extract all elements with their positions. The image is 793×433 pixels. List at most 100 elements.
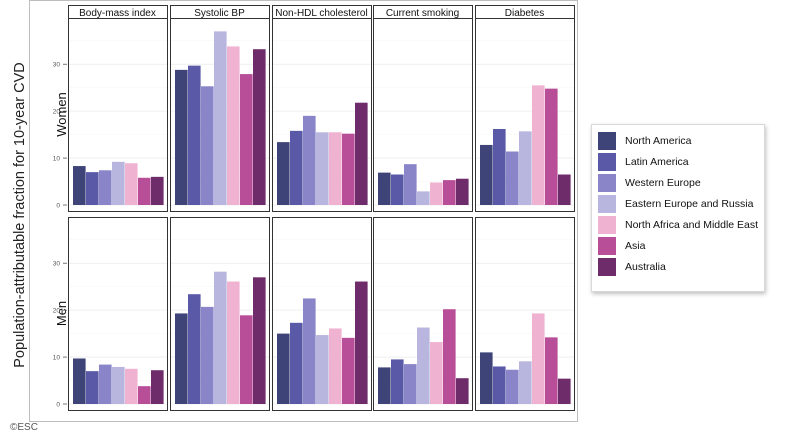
strip-label-current-smoking: Current smoking <box>386 8 459 19</box>
bar-men-current-smoking-eastern-europe-and-russia <box>417 327 430 404</box>
bar-women-non-hdl-cholesterol-latin-america <box>290 130 303 205</box>
bar-men-current-smoking-asia <box>443 309 456 404</box>
bar-men-diabetes-north-africa-and-middle-east <box>532 313 545 404</box>
bar-women-diabetes-north-africa-and-middle-east <box>532 85 545 205</box>
footer-mark: ©ESC <box>10 422 38 433</box>
y-tick-label: 0 <box>56 203 60 210</box>
bar-men-non-hdl-cholesterol-asia <box>342 337 355 404</box>
y-tick-label: 20 <box>53 308 61 315</box>
legend-swatch <box>598 215 616 234</box>
bar-women-systolic-bp-latin-america <box>188 65 201 205</box>
bar-men-diabetes-latin-america <box>493 366 506 404</box>
bar-women-systolic-bp-eastern-europe-and-russia <box>214 31 227 206</box>
strip-label-body-mass-index: Body-mass index <box>79 8 156 19</box>
bar-men-current-smoking-australia <box>456 378 469 404</box>
legend-swatch <box>598 152 616 171</box>
bar-women-current-smoking-north-africa-and-middle-east <box>430 182 443 205</box>
bar-women-current-smoking-eastern-europe-and-russia <box>417 191 430 205</box>
y-tick-label: 10 <box>53 355 61 362</box>
strip-label-diabetes: Diabetes <box>505 8 544 19</box>
bar-women-non-hdl-cholesterol-western-europe <box>303 115 316 205</box>
bar-men-diabetes-australia <box>558 378 571 404</box>
legend-label: Eastern Europe and Russia <box>625 197 754 210</box>
bar-men-systolic-bp-north-africa-and-middle-east <box>227 281 240 404</box>
bar-women-body-mass-index-north-africa-and-middle-east <box>125 163 138 205</box>
strip-label-non-hdl-cholesterol: Non-HDL cholesterol <box>275 8 367 19</box>
legend-swatch <box>598 131 616 150</box>
bar-men-body-mass-index-eastern-europe-and-russia <box>112 366 125 404</box>
bar-men-current-smoking-latin-america <box>391 359 404 404</box>
y-tick-label: 30 <box>53 261 61 268</box>
legend-item-australia: Australia <box>598 256 764 277</box>
bar-women-diabetes-asia <box>545 88 558 205</box>
bar-men-body-mass-index-north-america <box>73 358 86 404</box>
y-tick-label: 0 <box>56 402 60 409</box>
bar-men-systolic-bp-eastern-europe-and-russia <box>214 271 227 404</box>
legend-label: Australia <box>625 260 666 273</box>
bar-women-non-hdl-cholesterol-north-america <box>277 142 290 205</box>
bar-men-non-hdl-cholesterol-western-europe <box>303 298 316 404</box>
legend-item-western-europe: Western Europe <box>598 172 764 193</box>
legend-swatch <box>598 194 616 213</box>
facet-row-label-women: Women <box>54 92 69 137</box>
bar-women-non-hdl-cholesterol-eastern-europe-and-russia <box>316 132 329 205</box>
legend-item-north-america: North America <box>598 130 764 151</box>
bar-women-non-hdl-cholesterol-north-africa-and-middle-east <box>329 132 342 205</box>
legend-swatch <box>598 236 616 255</box>
bar-men-body-mass-index-australia <box>151 370 164 404</box>
bar-women-non-hdl-cholesterol-asia <box>342 133 355 205</box>
legend-item-latin-america: Latin America <box>598 151 764 172</box>
bar-women-current-smoking-north-america <box>378 172 391 205</box>
bar-men-body-mass-index-north-africa-and-middle-east <box>125 368 138 404</box>
bar-women-body-mass-index-asia <box>138 177 151 205</box>
bar-men-body-mass-index-asia <box>138 386 151 404</box>
legend-label: Asia <box>625 239 646 252</box>
strip-label-systolic-bp: Systolic BP <box>194 8 245 19</box>
bar-men-current-smoking-western-europe <box>404 364 417 404</box>
bar-men-diabetes-north-america <box>480 352 493 404</box>
bar-women-systolic-bp-asia <box>240 74 253 205</box>
bar-women-current-smoking-australia <box>456 178 469 205</box>
bar-women-diabetes-australia <box>558 174 571 205</box>
bar-women-systolic-bp-western-europe <box>201 86 214 205</box>
y-tick-label: 10 <box>53 156 61 163</box>
bar-men-non-hdl-cholesterol-eastern-europe-and-russia <box>316 335 329 404</box>
bar-men-body-mass-index-western-europe <box>99 364 112 404</box>
bar-men-current-smoking-north-africa-and-middle-east <box>430 342 443 404</box>
bar-men-non-hdl-cholesterol-australia <box>355 281 368 404</box>
bar-men-current-smoking-north-america <box>378 367 391 404</box>
bar-men-non-hdl-cholesterol-latin-america <box>290 322 303 404</box>
bar-women-diabetes-eastern-europe-and-russia <box>519 131 532 205</box>
legend-swatch <box>598 173 616 192</box>
bar-men-body-mass-index-latin-america <box>86 371 99 404</box>
bar-men-systolic-bp-western-europe <box>201 306 214 404</box>
bar-women-non-hdl-cholesterol-australia <box>355 102 368 205</box>
y-tick-label: 30 <box>53 62 61 69</box>
bar-men-diabetes-eastern-europe-and-russia <box>519 361 532 404</box>
bar-women-body-mass-index-eastern-europe-and-russia <box>112 161 125 205</box>
legend-item-asia: Asia <box>598 235 764 256</box>
bar-women-body-mass-index-north-america <box>73 166 86 205</box>
legend-label: Latin America <box>625 155 689 168</box>
y-tick-label: 20 <box>53 109 61 116</box>
legend-label: Western Europe <box>625 176 701 189</box>
bar-women-diabetes-latin-america <box>493 128 506 205</box>
bar-women-diabetes-western-europe <box>506 151 519 205</box>
bar-men-systolic-bp-asia <box>240 315 253 404</box>
bar-women-systolic-bp-australia <box>253 49 266 205</box>
bar-men-non-hdl-cholesterol-north-africa-and-middle-east <box>329 328 342 404</box>
bar-men-systolic-bp-australia <box>253 277 266 404</box>
legend-swatch <box>598 257 616 276</box>
bar-women-body-mass-index-latin-america <box>86 172 99 205</box>
bar-women-systolic-bp-north-africa-and-middle-east <box>227 46 240 206</box>
bar-women-systolic-bp-north-america <box>175 69 188 205</box>
legend-item-eastern-europe-and-russia: Eastern Europe and Russia <box>598 193 764 214</box>
bar-men-diabetes-asia <box>545 337 558 404</box>
bar-women-current-smoking-asia <box>443 180 456 205</box>
bar-women-body-mass-index-western-europe <box>99 170 112 205</box>
bar-women-body-mass-index-australia <box>151 176 164 205</box>
legend-item-north-africa-and-middle-east: North Africa and Middle East <box>598 214 764 235</box>
chart-legend: North America Latin America Western Europe… <box>591 124 765 292</box>
bar-men-systolic-bp-latin-america <box>188 294 201 404</box>
legend-label: North Africa and Middle East <box>625 218 759 231</box>
